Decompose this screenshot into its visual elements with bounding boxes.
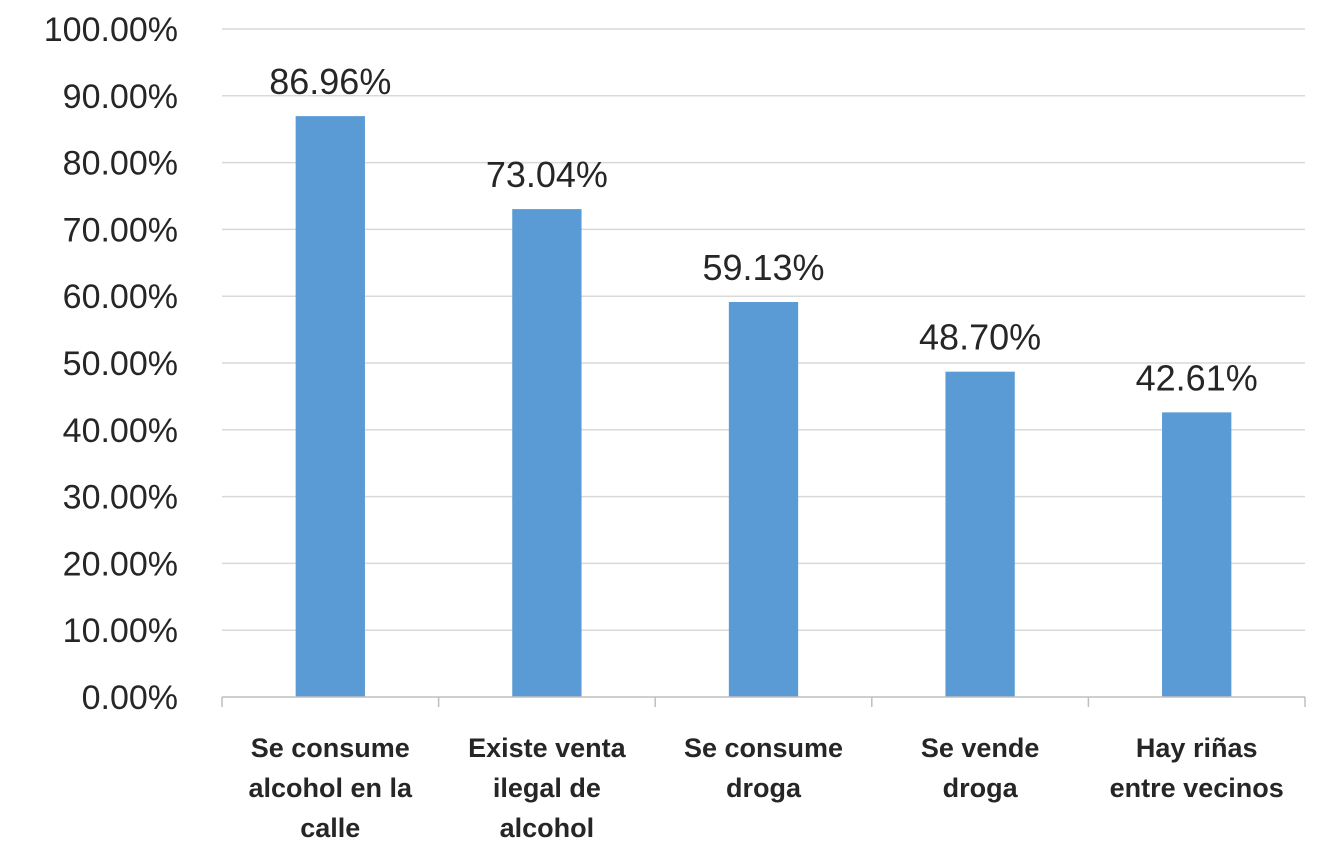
x-category-label-line: Se consume [251,733,410,763]
bar [1162,412,1232,697]
x-category-label-line: Se consume [684,733,843,763]
y-tick-label: 100.00% [44,11,178,49]
y-tick-label: 0.00% [82,679,178,717]
data-label: 73.04% [486,154,608,195]
bar [945,371,1015,697]
bars [295,116,1232,698]
x-category-label-line: ilegal de [493,773,601,803]
data-labels: 86.96% 73.04% 59.13% 48.70% 42.61% [269,61,1258,398]
data-label: 59.13% [702,247,824,288]
y-tick-label: 40.00% [63,412,178,450]
y-tick-label: 20.00% [63,545,178,583]
x-axis [221,696,1306,707]
x-axis-category-labels: Se consume alcohol en la calle Existe venta… [249,733,1284,843]
data-label: 42.61% [1136,357,1258,398]
bar [512,209,582,697]
bar [295,116,365,698]
y-tick-label: 70.00% [63,211,178,249]
y-tick-label: 90.00% [63,78,178,116]
y-tick-label: 60.00% [63,278,178,316]
data-label: 48.70% [919,317,1041,358]
bar [728,302,799,697]
x-category-label-line: calle [300,813,360,843]
y-tick-label: 10.00% [63,612,178,650]
x-category-label-line: Se vende [921,733,1040,763]
x-category-label-line: droga [943,773,1019,803]
x-category-label: Se consume droga [684,733,843,803]
x-category-label: Existe venta ilegal de alcohol [468,733,627,843]
x-category-label: Hay riñas entre vecinos [1110,733,1284,803]
x-category-label-line: Hay riñas [1136,733,1258,763]
data-label: 86.96% [269,61,391,102]
y-tick-label: 50.00% [63,345,178,383]
x-category-label: Se consume alcohol en la calle [249,733,414,843]
x-category-label-line: droga [726,773,802,803]
y-axis-tick-labels: 0.00% 10.00% 20.00% 30.00% 40.00% 50.00% 60.00… [44,11,178,717]
y-tick-label: 30.00% [63,479,178,517]
x-category-label-line: alcohol en la [249,773,414,803]
x-category-label: Se vende droga [921,733,1040,803]
y-tick-label: 80.00% [63,145,178,183]
x-category-label-line: Existe venta [468,733,627,763]
x-category-label-line: alcohol [500,813,595,843]
x-category-label-line: entre vecinos [1110,773,1284,803]
